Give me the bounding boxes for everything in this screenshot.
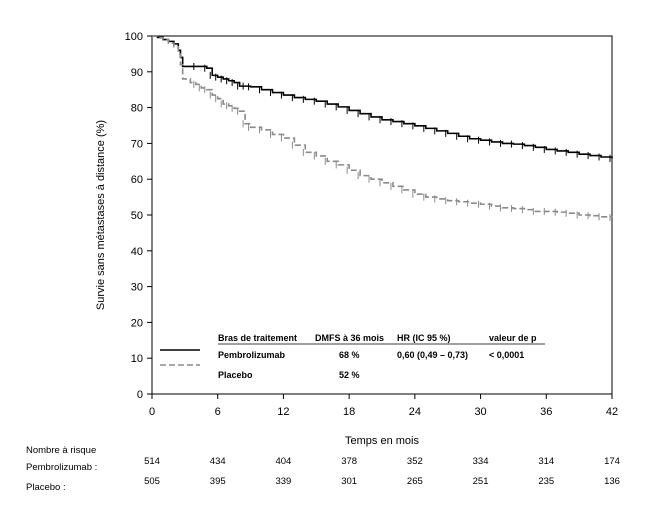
- x-tick-label: 6: [215, 406, 221, 418]
- legend-row-placebo-arm: Placebo: [218, 370, 253, 380]
- x-tick-label: 30: [474, 406, 486, 418]
- x-tick-label: 18: [343, 406, 355, 418]
- y-tick-label: 20: [131, 317, 143, 329]
- series-line-pembrolizumab: [152, 35, 613, 159]
- x-tick-label: 12: [277, 406, 289, 418]
- risk-value-placebo: 265: [407, 476, 423, 487]
- risk-value-pembrolizumab: 434: [210, 456, 226, 467]
- x-tick-label: 24: [409, 406, 421, 418]
- x-tick-label: 36: [540, 406, 552, 418]
- y-tick-label: 30: [131, 282, 143, 294]
- legend-row-pembrolizumab-p: < 0,0001: [489, 350, 524, 360]
- risk-value-placebo: 301: [341, 476, 357, 487]
- y-tick-label: 10: [131, 353, 143, 365]
- legend-row-pembrolizumab-hr: 0,60 (0,49 – 0,73): [397, 350, 468, 360]
- y-tick-label: 80: [131, 103, 143, 115]
- legend-row-pembrolizumab-arm: Pembrolizumab: [218, 350, 286, 360]
- risk-value-pembrolizumab: 174: [604, 456, 620, 467]
- risk-table: Nombre à risque Pembrolizumab : Placebo …: [26, 445, 620, 493]
- legend: Bras de traitement DMFS à 36 mois HR (IC…: [160, 333, 545, 380]
- y-tick-label: 100: [125, 31, 143, 43]
- y-tick-label: 40: [131, 246, 143, 258]
- risk-value-pembrolizumab: 404: [275, 456, 291, 467]
- risk-value-pembrolizumab: 334: [473, 456, 489, 467]
- y-tick-label: 0: [137, 389, 143, 401]
- x-tick-label: 42: [606, 406, 618, 418]
- y-tick-label: 70: [131, 138, 143, 150]
- legend-header-p: valeur de p: [489, 333, 537, 343]
- risk-value-placebo: 339: [275, 476, 291, 487]
- risk-value-placebo: 395: [210, 476, 226, 487]
- y-axis-title: Survie sans métastases à distance (%): [95, 120, 107, 310]
- risk-value-pembrolizumab: 352: [407, 456, 423, 467]
- risk-label-pembrolizumab: Pembrolizumab :: [26, 462, 97, 473]
- risk-value-pembrolizumab: 314: [538, 456, 554, 467]
- series-line-placebo: [152, 35, 613, 218]
- legend-header-arm: Bras de traitement: [218, 333, 297, 343]
- y-tick-label: 90: [131, 67, 143, 79]
- risk-value-placebo: 136: [604, 476, 620, 487]
- legend-row-placebo-dmfs: 52 %: [339, 370, 360, 380]
- risk-value-placebo: 505: [144, 476, 160, 487]
- legend-header-hr: HR (IC 95 %): [397, 333, 451, 343]
- legend-header-dmfs: DMFS à 36 mois: [315, 333, 384, 343]
- risk-value-pembrolizumab: 514: [144, 456, 160, 467]
- risk-value-placebo: 251: [473, 476, 489, 487]
- risk-value-pembrolizumab: 378: [341, 456, 357, 467]
- y-tick-label: 50: [131, 210, 143, 222]
- x-tick-label: 0: [149, 406, 155, 418]
- risk-value-placebo: 235: [538, 476, 554, 487]
- risk-table-title: Nombre à risque: [26, 445, 96, 456]
- legend-row-pembrolizumab-dmfs: 68 %: [339, 350, 360, 360]
- risk-label-placebo: Placebo :: [26, 482, 66, 493]
- x-axis-title: Temps en mois: [345, 435, 419, 447]
- y-tick-label: 60: [131, 174, 143, 186]
